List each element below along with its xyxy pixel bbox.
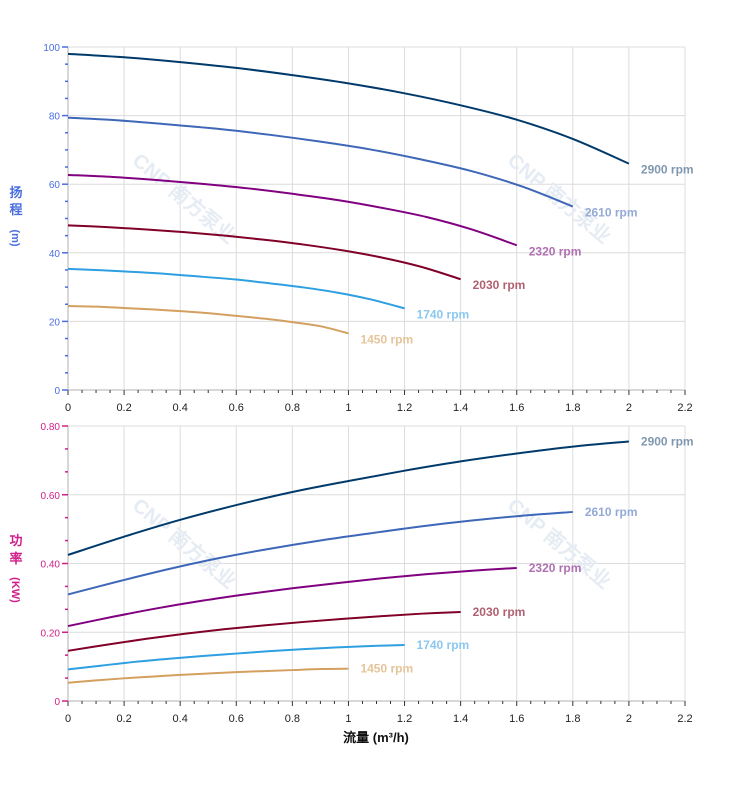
series-label: 1450 rpm [360, 332, 413, 346]
watermark-logo: CNP 南方泵业 [128, 148, 241, 248]
x-tick-label: 0.8 [285, 713, 300, 725]
y-tick-label: 100 [43, 43, 60, 54]
series-label: 2610 rpm [585, 205, 638, 219]
x-tick-label: 1.4 [453, 402, 468, 414]
series-line-2030-rpm [67, 610, 461, 652]
y-axis-label: 扬 [9, 185, 22, 200]
series-label: 2900 rpm [641, 434, 694, 448]
x-tick-label: 0.4 [173, 713, 188, 725]
series-line-1740-rpm [67, 643, 405, 671]
y-axis-label: (m) [9, 229, 21, 246]
series-label: 1740 rpm [417, 307, 470, 321]
y-tick-label: 0 [54, 386, 60, 397]
x-tick-label: 1.6 [509, 713, 524, 725]
y-axis-label: (KW) [9, 577, 21, 603]
x-tick-label: 2.2 [677, 713, 692, 725]
y-tick-label: 80 [49, 112, 61, 123]
y-tick-label: 0.20 [41, 628, 61, 639]
series-line-1450-rpm [67, 304, 349, 335]
series-label: 2610 rpm [585, 505, 638, 519]
y-tick-label: 0.60 [41, 491, 61, 502]
chart-panel-1: 0 0.2 0.4 0.6 0.8 1 1.2 1.4 1.6 1.8 2 2.2 0 0.20 0.40 0… [9, 422, 694, 745]
y-tick-label: 0.80 [41, 422, 61, 433]
series-label: 1450 rpm [360, 662, 413, 676]
y-tick-label: 0 [54, 697, 60, 708]
x-tick-label: 0.2 [116, 713, 131, 725]
series-label: 2030 rpm [473, 605, 526, 619]
series-label: 2900 rpm [641, 163, 694, 177]
x-tick-label: 2.2 [677, 402, 692, 414]
series-line-1740-rpm [67, 267, 405, 310]
x-tick-label: 1.8 [565, 713, 580, 725]
y-tick-label: 40 [49, 249, 61, 260]
x-tick-label: 1 [345, 713, 351, 725]
y-tick-label: 0.40 [41, 560, 61, 571]
x-tick-label: 1.8 [565, 402, 580, 414]
x-tick-label: 0.6 [229, 713, 244, 725]
series-line-2320-rpm [67, 566, 517, 628]
x-tick-label: 2 [626, 713, 632, 725]
x-tick-label: 0 [65, 402, 71, 414]
y-axis-label: 功 [9, 533, 22, 548]
series-label: 2030 rpm [473, 278, 526, 292]
series-line-2610-rpm [67, 510, 573, 596]
y-axis-label: 率 [9, 551, 22, 566]
series-line-2030-rpm [67, 224, 461, 281]
x-tick-label: 2 [626, 402, 632, 414]
series-label: 2320 rpm [529, 561, 582, 575]
series-line-2900-rpm [67, 440, 630, 556]
watermark-logo: CNP 南方泵业 [503, 148, 616, 248]
series-label: 2320 rpm [529, 244, 582, 258]
x-tick-label: 0.6 [229, 402, 244, 414]
x-tick-label: 0.2 [116, 402, 131, 414]
x-tick-label: 1.4 [453, 713, 468, 725]
series-label: 1740 rpm [417, 638, 470, 652]
x-axis-label: 流量 (m³/h) [343, 730, 409, 745]
y-tick-label: 20 [49, 317, 61, 328]
series-line-2320-rpm [67, 173, 518, 247]
series-line-2900-rpm [67, 52, 630, 165]
x-tick-label: 1.2 [397, 402, 412, 414]
x-tick-label: 0 [65, 713, 71, 725]
y-axis-label: 程 [9, 202, 22, 217]
series-line-1450-rpm [67, 667, 349, 684]
chart-panel-0: 0 0.2 0.4 0.6 0.8 1 1.2 1.4 1.6 1.8 2 2.2 0 20 40 60 80 1… [9, 43, 694, 414]
x-tick-label: 0.8 [285, 402, 300, 414]
x-tick-label: 1 [345, 402, 351, 414]
series-line-2610-rpm [67, 116, 574, 208]
x-tick-label: 0.4 [173, 402, 188, 414]
x-tick-label: 1.2 [397, 713, 412, 725]
y-tick-label: 60 [49, 180, 61, 191]
x-tick-label: 1.6 [509, 402, 524, 414]
